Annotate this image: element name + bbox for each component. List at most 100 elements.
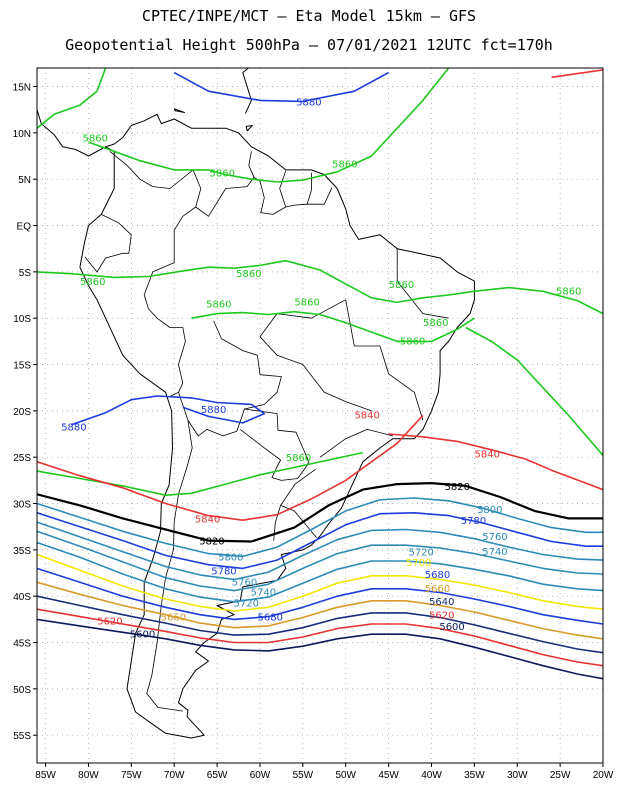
map-subtitle: Geopotential Height 500hPa – 07/01/2021 … <box>65 36 553 54</box>
contour-label: 5680 <box>425 570 450 581</box>
contour-label: 5860 <box>206 299 231 310</box>
coastlines <box>37 68 475 739</box>
coastline <box>242 68 252 114</box>
contour-5600 <box>37 618 603 680</box>
contour-5860 <box>37 68 107 129</box>
contour-label: 5860 <box>400 336 425 347</box>
contour-label: 5740 <box>251 588 276 599</box>
coastline <box>245 125 253 132</box>
contour-lines <box>37 68 603 680</box>
country-border <box>178 320 282 437</box>
contour-5680 <box>37 567 603 625</box>
lat-tick-label: 30S <box>13 500 31 511</box>
contour-label: 5680 <box>258 613 283 624</box>
country-border <box>259 299 372 412</box>
contour-label: 5820 <box>444 482 469 493</box>
contour-5860 <box>88 68 450 183</box>
contour-5700 <box>37 553 603 612</box>
contour-label: 5860 <box>286 453 311 464</box>
contour-label: 5640 <box>429 597 454 608</box>
contour-label: 5840 <box>195 514 220 525</box>
coastline <box>79 113 475 739</box>
lat-tick-label: 5N <box>18 175 31 186</box>
contour-5860 <box>465 326 603 456</box>
contour-label: 5660 <box>425 584 450 595</box>
contour-label: 5740 <box>482 547 507 558</box>
contour-label: 5760 <box>482 532 507 543</box>
map-title: CPTEC/INPE/MCT – Eta Model 15km – GFS <box>141 7 477 25</box>
lat-tick-label: 5S <box>19 268 32 279</box>
lon-tick-label: 40W <box>421 770 442 781</box>
lat-tick-label: 10N <box>13 129 31 140</box>
country-border <box>239 408 310 481</box>
lat-tick-label: 45S <box>13 639 31 650</box>
lon-tick-label: 65W <box>207 770 228 781</box>
contour-labels: 5880 5880 5880 5860 5860 5860 5860 5860 5860 5860… <box>61 97 581 640</box>
axis-ticks: 85W 80W 75W 70W 65W 60W 55W 50W 45W 40W 35W 30W 25W 2… <box>13 83 614 781</box>
contour-5620 <box>37 608 603 667</box>
lon-tick-label: 75W <box>121 770 142 781</box>
contour-5780 <box>37 511 603 570</box>
contour-label: 5860 <box>556 286 581 297</box>
lat-tick-label: 55S <box>13 731 31 742</box>
lat-tick-label: 25S <box>13 453 31 464</box>
contour-label: 5760 <box>232 577 257 588</box>
country-border <box>253 176 333 215</box>
contour-label: 5880 <box>201 405 226 416</box>
contour-label: 5600 <box>439 622 464 633</box>
lon-tick-label: 70W <box>164 770 185 781</box>
contour-5760 <box>37 521 603 581</box>
contour-label: 5840 <box>354 411 379 422</box>
contour-label: 5780 <box>461 516 486 527</box>
contour-5820 <box>37 482 603 543</box>
lat-tick-label: EQ <box>17 222 32 233</box>
contour-label: 5860 <box>210 169 235 180</box>
lat-tick-label: 10S <box>13 314 31 325</box>
country-border <box>84 214 132 273</box>
contour-label: 5860 <box>423 318 448 329</box>
country-border <box>273 505 281 541</box>
contour-5840 <box>551 69 603 79</box>
contour-label: 5880 <box>61 423 86 434</box>
contour-5880 <box>71 395 266 426</box>
contour-label: 5860 <box>236 269 261 280</box>
lon-tick-label: 20W <box>593 770 614 781</box>
contour-5860 <box>37 451 364 496</box>
contour-label: 5820 <box>199 537 224 548</box>
contour-label: 5620 <box>429 611 454 622</box>
contour-5720 <box>37 541 603 603</box>
contour-label: 5660 <box>161 613 186 624</box>
contour-label: 5860 <box>80 277 105 288</box>
contour-label: 5800 <box>218 552 243 563</box>
contour-5660 <box>37 581 603 640</box>
country-border <box>396 248 449 319</box>
contour-label: 5600 <box>130 629 155 640</box>
contour-label: 5860 <box>294 298 319 309</box>
contour-5800 <box>37 497 603 558</box>
country-border <box>146 420 193 712</box>
contour-5840 <box>37 414 424 521</box>
country-border <box>143 206 196 397</box>
contour-5840 <box>388 433 603 491</box>
contour-label: 5840 <box>475 449 500 460</box>
contour-5860 <box>191 310 475 343</box>
contour-5740 <box>37 530 603 592</box>
lon-tick-label: 60W <box>250 770 271 781</box>
lon-tick-label: 85W <box>35 770 56 781</box>
contour-5880 <box>173 71 389 103</box>
contour-label: 5720 <box>408 548 433 559</box>
country-border <box>345 299 424 421</box>
contour-label: 5860 <box>389 280 414 291</box>
contour-label: 5720 <box>234 599 259 610</box>
contour-5640 <box>37 595 603 654</box>
contour-label: 5860 <box>332 159 357 170</box>
coastline <box>37 109 106 157</box>
contour-label: 5880 <box>296 97 321 108</box>
country-border <box>279 170 287 208</box>
lon-tick-label: 80W <box>78 770 99 781</box>
lat-tick-label: 15S <box>13 361 31 372</box>
lon-tick-label: 25W <box>550 770 571 781</box>
lon-tick-label: 55W <box>293 770 314 781</box>
lon-tick-label: 45W <box>378 770 399 781</box>
